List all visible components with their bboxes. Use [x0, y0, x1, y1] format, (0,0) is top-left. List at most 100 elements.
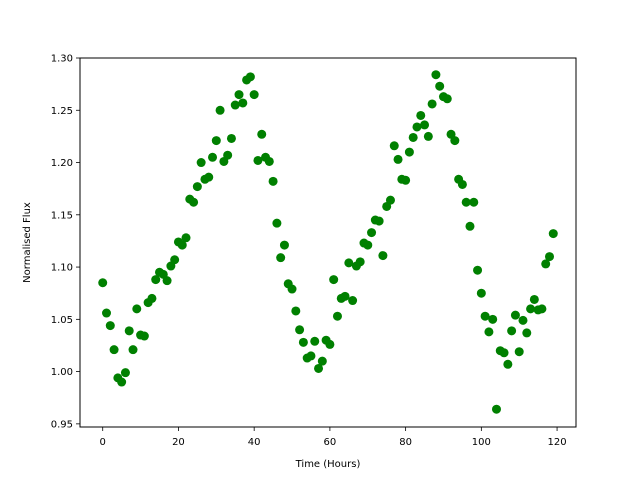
- data-point: [465, 221, 475, 231]
- data-point: [541, 259, 551, 269]
- data-point: [249, 90, 259, 100]
- data-point: [226, 133, 236, 143]
- y-tick-label: 1.10: [51, 263, 73, 274]
- data-point: [488, 314, 498, 324]
- data-point: [257, 129, 267, 139]
- data-point: [473, 265, 483, 275]
- data-point: [192, 182, 202, 192]
- data-point: [279, 240, 289, 250]
- data-point: [529, 294, 539, 304]
- data-point: [367, 228, 377, 238]
- y-axis-ticks: 0.95 1.00 1.05 1.10 1.15 1.20 1.25 1.30: [51, 54, 80, 430]
- data-point: [457, 179, 467, 189]
- data-point: [469, 197, 479, 207]
- data-point: [514, 347, 524, 357]
- y-tick-label: 1.00: [51, 367, 73, 378]
- data-point: [545, 252, 554, 262]
- data-point: [215, 105, 225, 115]
- data-point: [401, 175, 411, 185]
- data-point: [124, 326, 134, 336]
- data-point: [363, 240, 373, 250]
- data-point: [170, 255, 180, 265]
- data-point: [268, 176, 278, 186]
- data-point: [427, 99, 437, 109]
- x-axis-ticks: 0 20 40 60 80 100 120: [100, 427, 567, 448]
- data-point: [287, 284, 297, 294]
- data-point: [518, 315, 528, 325]
- data-point: [484, 327, 494, 337]
- data-point: [105, 321, 115, 331]
- data-point: [348, 296, 358, 306]
- data-point: [102, 308, 111, 318]
- data-point: [507, 326, 517, 336]
- data-point: [253, 155, 263, 165]
- data-point: [120, 368, 130, 378]
- data-point: [245, 72, 255, 82]
- x-tick-label: 100: [472, 437, 491, 448]
- data-point: [177, 240, 187, 250]
- data-point: [295, 325, 305, 335]
- data-point: [408, 132, 418, 142]
- data-point: [211, 136, 221, 146]
- data-point: [298, 337, 308, 347]
- y-axis-label: Normalised Flux: [22, 202, 33, 283]
- data-point: [340, 291, 350, 301]
- data-point: [310, 336, 320, 346]
- data-point: [162, 276, 172, 286]
- data-point: [181, 233, 191, 243]
- data-point: [499, 348, 509, 358]
- y-tick-label: 1.15: [51, 210, 73, 221]
- data-point: [109, 345, 119, 355]
- data-point: [537, 304, 547, 314]
- data-point: [476, 288, 486, 298]
- data-point: [98, 278, 108, 288]
- data-point: [412, 122, 422, 132]
- y-tick-label: 1.05: [51, 315, 73, 326]
- data-point: [374, 216, 384, 226]
- data-point: [404, 147, 414, 157]
- data-point: [435, 81, 445, 91]
- data-point: [461, 197, 471, 207]
- data-point: [344, 258, 354, 268]
- data-point: [132, 304, 142, 314]
- data-point: [147, 293, 157, 303]
- data-point: [272, 218, 282, 228]
- data-points: [98, 70, 558, 414]
- data-point: [230, 100, 240, 110]
- data-point: [139, 331, 149, 341]
- x-tick-label: 80: [399, 437, 412, 448]
- y-tick-label: 1.20: [51, 158, 73, 169]
- data-point: [306, 351, 316, 361]
- y-tick-label: 1.25: [51, 106, 73, 117]
- data-point: [325, 339, 335, 349]
- data-point: [442, 94, 452, 104]
- data-point: [329, 275, 339, 285]
- y-tick-label: 0.95: [51, 419, 73, 430]
- data-point: [332, 311, 342, 321]
- data-point: [480, 311, 490, 321]
- data-point: [317, 356, 327, 366]
- data-point: [450, 136, 460, 146]
- data-point: [423, 131, 433, 141]
- data-point: [522, 328, 532, 338]
- data-point: [276, 253, 286, 263]
- x-tick-label: 20: [172, 437, 185, 448]
- data-point: [389, 141, 399, 151]
- data-point: [264, 156, 274, 166]
- data-point: [128, 345, 138, 355]
- data-point: [385, 195, 395, 205]
- data-point: [291, 306, 301, 316]
- data-point: [416, 110, 426, 120]
- data-point: [526, 304, 536, 314]
- data-point: [238, 98, 248, 108]
- data-point: [208, 152, 218, 162]
- data-point: [117, 377, 127, 387]
- x-tick-label: 120: [548, 437, 567, 448]
- data-point: [393, 154, 403, 164]
- data-point: [548, 229, 558, 239]
- data-point: [189, 197, 199, 207]
- data-point: [503, 359, 513, 369]
- data-point: [151, 275, 161, 285]
